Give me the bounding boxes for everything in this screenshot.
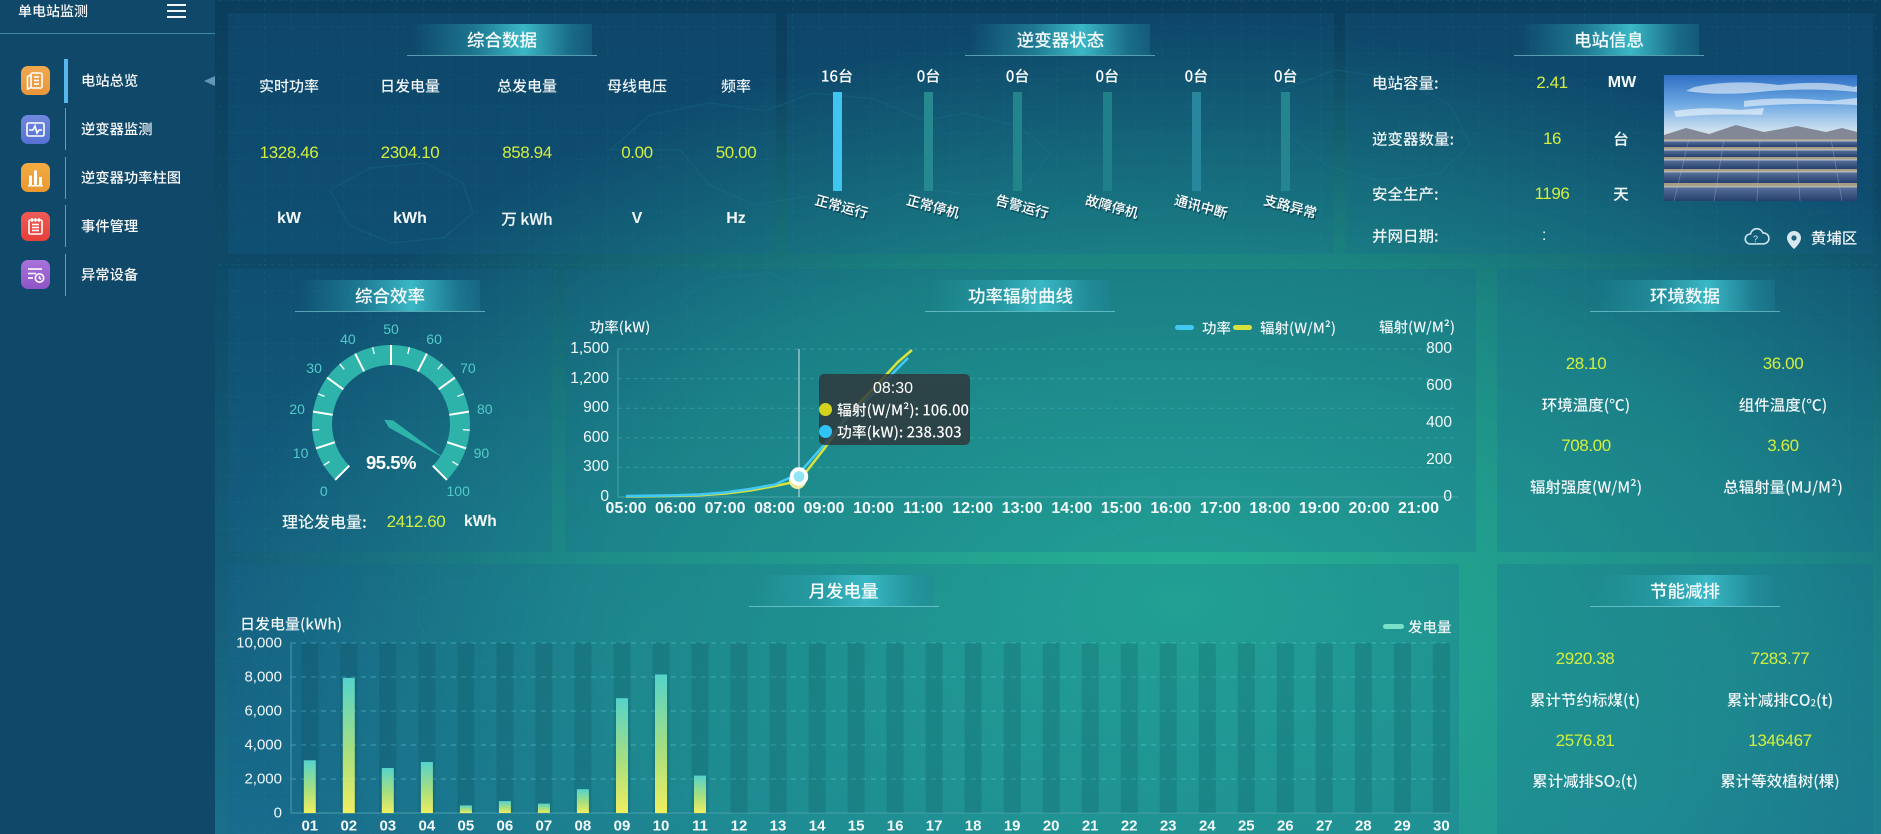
svg-text:?: ?	[1753, 234, 1758, 244]
